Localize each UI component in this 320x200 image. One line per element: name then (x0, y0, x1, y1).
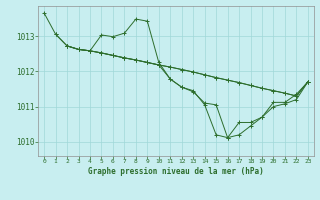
X-axis label: Graphe pression niveau de la mer (hPa): Graphe pression niveau de la mer (hPa) (88, 167, 264, 176)
